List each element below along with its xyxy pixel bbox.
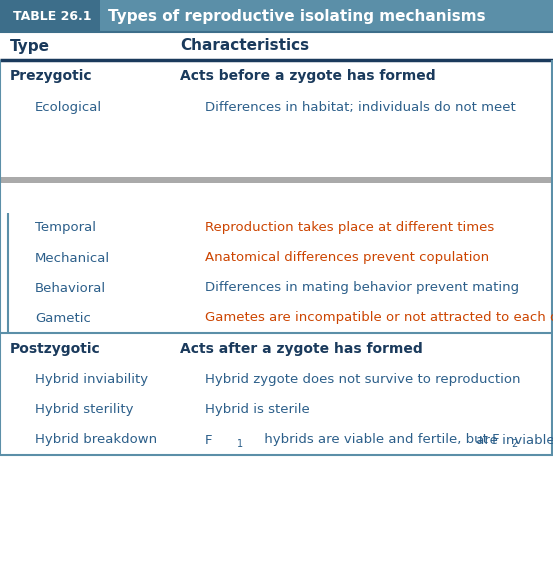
Bar [0, 177, 553, 183]
Text: Behavioral: Behavioral [35, 282, 106, 295]
Text: 2: 2 [511, 439, 517, 449]
Text: Hybrid is sterile: Hybrid is sterile [205, 404, 310, 417]
Text: Acts after a zygote has formed: Acts after a zygote has formed [180, 342, 422, 356]
Text: Temporal: Temporal [35, 222, 96, 234]
Text: Differences in habitat; individuals do not meet: Differences in habitat; individuals do n… [205, 100, 516, 113]
Text: Gametes are incompatible or not attracted to each other: Gametes are incompatible or not attracte… [205, 311, 553, 324]
Text: Hybrid zygote does not survive to reproduction: Hybrid zygote does not survive to reprod… [205, 373, 520, 386]
Text: Anatomical differences prevent copulation: Anatomical differences prevent copulatio… [205, 251, 489, 264]
Text: Characteristics: Characteristics [180, 39, 309, 54]
Text: hybrids are viable and fertile, but F: hybrids are viable and fertile, but F [259, 434, 499, 446]
Text: Types of reproductive isolating mechanisms: Types of reproductive isolating mechanis… [108, 9, 486, 23]
Text: Hybrid sterility: Hybrid sterility [35, 404, 133, 417]
Text: Hybrid breakdown: Hybrid breakdown [35, 434, 157, 446]
Text: 1: 1 [237, 439, 243, 449]
Text: TABLE 26.1: TABLE 26.1 [13, 10, 91, 22]
Text: Mechanical: Mechanical [35, 251, 110, 264]
Text: Hybrid inviability: Hybrid inviability [35, 373, 148, 386]
Text: Prezygotic: Prezygotic [10, 69, 92, 83]
Text: Postzygotic: Postzygotic [10, 342, 101, 356]
Text: Gametic: Gametic [35, 311, 91, 324]
Bar [100, 0, 553, 32]
Text: Ecological: Ecological [35, 100, 102, 113]
Text: are inviable or sterile: are inviable or sterile [472, 434, 553, 446]
Text: Differences in mating behavior prevent mating: Differences in mating behavior prevent m… [205, 282, 519, 295]
Text: Acts before a zygote has formed: Acts before a zygote has formed [180, 69, 436, 83]
Text: F: F [205, 434, 212, 446]
Text: Type: Type [10, 39, 50, 54]
Bar [0, 0, 100, 32]
Text: Reproduction takes place at different times: Reproduction takes place at different ti… [205, 222, 494, 234]
